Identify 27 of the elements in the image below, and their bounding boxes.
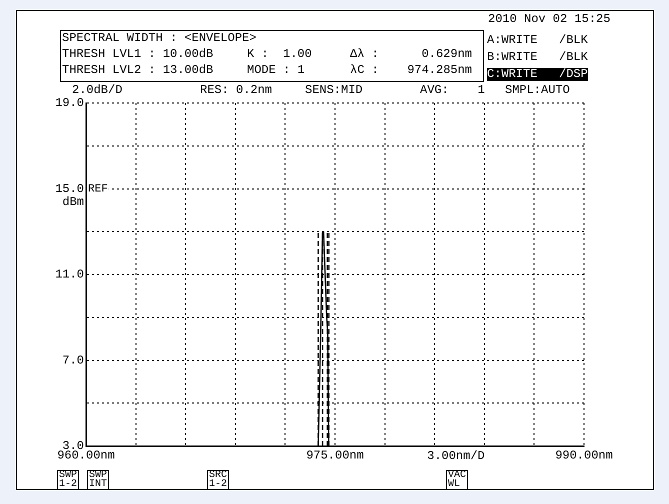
text: 0.629nm xyxy=(422,47,472,61)
y-tick-label: 7.0 xyxy=(62,353,84,368)
text: 974.285nm xyxy=(407,63,472,77)
x-tick-label: 975.00nm xyxy=(306,448,364,462)
text: SENS:MID xyxy=(305,83,363,97)
annotation: REF xyxy=(88,184,108,196)
y-tick-label: 19.0 xyxy=(55,96,84,110)
text: λC : xyxy=(350,63,379,77)
text: A:WRITE /BLK xyxy=(487,33,588,47)
text: SMPL:AUTO xyxy=(505,83,570,97)
text: 2010 Nov 02 15:25 xyxy=(488,12,610,26)
text: THRESH LVL1 : 10.00dB xyxy=(62,47,214,61)
text: RES: 0.2nm xyxy=(200,83,272,97)
text: AVG: 1 xyxy=(420,83,485,97)
y-axis-title: dBm xyxy=(62,194,84,209)
text: K : 1.00 xyxy=(247,47,312,61)
text: SPECTRAL WIDTH : <ENVELOPE> xyxy=(62,31,256,45)
text: B:WRITE /BLK xyxy=(487,50,588,64)
text: Δλ : xyxy=(350,47,379,61)
y-tick-label: 15.0 xyxy=(55,182,84,196)
text: THRESH LVL2 : 13.00dB xyxy=(62,63,214,77)
y-tick-label: 11.0 xyxy=(55,268,84,282)
x-axis-title: 3.00nm/D xyxy=(427,449,485,464)
text: C:WRITE /DSP xyxy=(487,67,588,81)
text: MODE : 1 xyxy=(247,63,305,77)
text: 2.0dB/D xyxy=(72,83,122,97)
x-tick-label: 990.00nm xyxy=(555,448,613,462)
